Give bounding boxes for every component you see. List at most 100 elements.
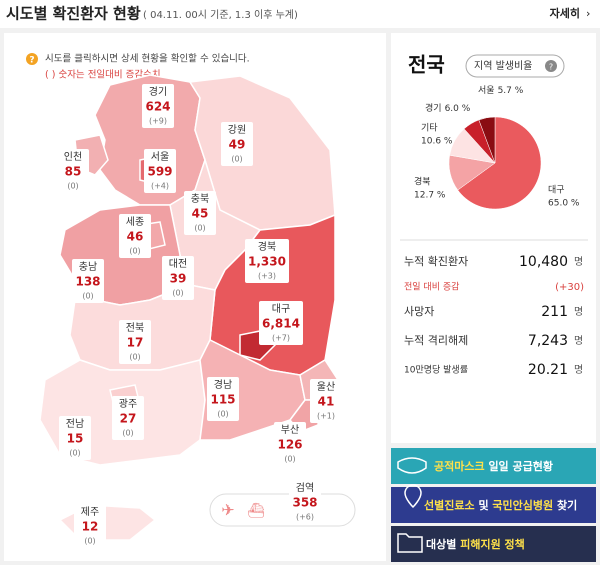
stat-value: 10,480 [519,254,568,270]
more-link[interactable]: 자세히 [550,6,580,20]
region-label-box [144,149,176,193]
badge-icon-mark: ? [549,63,553,72]
text: 일일 공급현황 [485,459,553,473]
region-label-box [207,377,239,421]
slice-name: 경북 [414,176,431,188]
slice-name: 기타 [421,123,438,134]
folder-icon [397,533,423,553]
slice-value: 10.6 % [421,137,453,147]
region-label-box [184,191,216,235]
highlight: 국민안심병원 [492,498,553,512]
region-name: 경남 [214,378,232,391]
stat-unit: 명 [574,256,583,268]
slice-name: 경기 [425,102,442,114]
region-change: (+3) [258,272,276,281]
notice-line2: ( ) 숫자는 전일대비 증감수치 [45,69,161,81]
stat-value: (+30) [555,282,584,293]
region-name: 충북 [191,193,209,205]
region-label-box [142,84,174,128]
region-change: (0) [129,247,140,256]
region-change: (0) [172,289,183,298]
region-change: (+1) [317,412,335,421]
stat-value: 20.21 [528,362,568,378]
region-name: 인천 [64,151,82,163]
region-count: 41 [318,395,335,409]
mask-button[interactable] [391,448,596,484]
pie-slice [457,116,542,210]
highlight: 피해지원 정책 [460,537,525,551]
region-label-box [245,239,289,283]
region-count: 126 [277,438,302,452]
region-change: (0) [194,224,205,233]
pie-label: 서울 5.7 % [478,85,524,96]
region-count: 85 [65,165,82,179]
region-count: 49 [229,138,246,152]
region-count: 39 [170,272,187,286]
notice-icon [26,53,38,65]
region-name: 광주 [119,398,137,410]
region-count: 358 [292,496,317,510]
support-button-text: 대상별 피해지원 정책 [426,537,525,551]
region-name: 강원 [228,124,246,136]
clinic-button[interactable] [391,487,596,523]
support-button[interactable] [391,526,596,562]
badge[interactable] [465,54,565,78]
notice-icon-mark: ? [29,56,34,66]
pie-slice [478,116,496,164]
region-count: 624 [145,100,170,114]
region-change: (0) [69,449,80,458]
stat-label: 누적 격리해제 [404,333,468,347]
region-name: 전북 [126,322,144,334]
region-name: 세종 [126,216,144,228]
stat-value: 211 [541,304,568,320]
title: 시도별 확진환자 현황 [6,5,141,23]
region-name: 서울 [151,151,169,163]
region-count: 17 [127,336,144,350]
stat-value: 7,243 [528,333,568,349]
region-count: 1,330 [248,255,286,269]
region-label-box [221,122,253,166]
stat-unit: 명 [574,306,583,318]
slice-value: 65.0 % [548,199,580,209]
region-label-box [72,259,104,303]
stat-label: 누적 확진환자 [404,255,468,268]
region-label-box [259,301,303,345]
text: 대상별 [426,537,460,551]
region-name: 전남 [66,418,84,430]
region-change: (+6) [296,513,314,522]
region-name: 경기 [149,85,167,98]
region-name: 검역 [296,482,314,494]
region-count: 115 [210,393,235,407]
region-name: 경북 [258,240,276,253]
stat-label: 전일 대비 증감 [404,281,459,293]
region-change: (+7) [272,334,290,343]
region-change: (0) [129,353,140,362]
pin-icon [404,484,422,509]
region-label-box [274,422,306,466]
region-label-box [162,256,194,300]
text: 및 [475,498,493,512]
stat-unit: 명 [574,335,583,347]
text: 찾기 [553,498,577,512]
ship-icon: ⛴ [247,503,265,519]
slice-value: 6.0 % [445,104,471,114]
slice-value: 5.7 % [498,86,524,96]
region-count: 27 [120,412,137,426]
region-change: (+4) [151,182,169,191]
region-label-box [74,504,106,548]
summary-panel [391,33,596,443]
badge-icon [545,60,557,72]
stat-label: 사망자 [404,305,434,318]
region-change: (0) [231,155,242,164]
mask-icon [397,457,427,474]
region-label-box [59,416,91,460]
region-name: 대구 [272,303,290,315]
region-count: 45 [192,207,209,221]
region-count: 12 [82,520,99,534]
region-label-box [57,149,89,193]
region-change: (0) [122,429,133,438]
region-label-box [119,320,151,364]
header-bar [0,0,600,28]
region-change: (0) [82,292,93,301]
